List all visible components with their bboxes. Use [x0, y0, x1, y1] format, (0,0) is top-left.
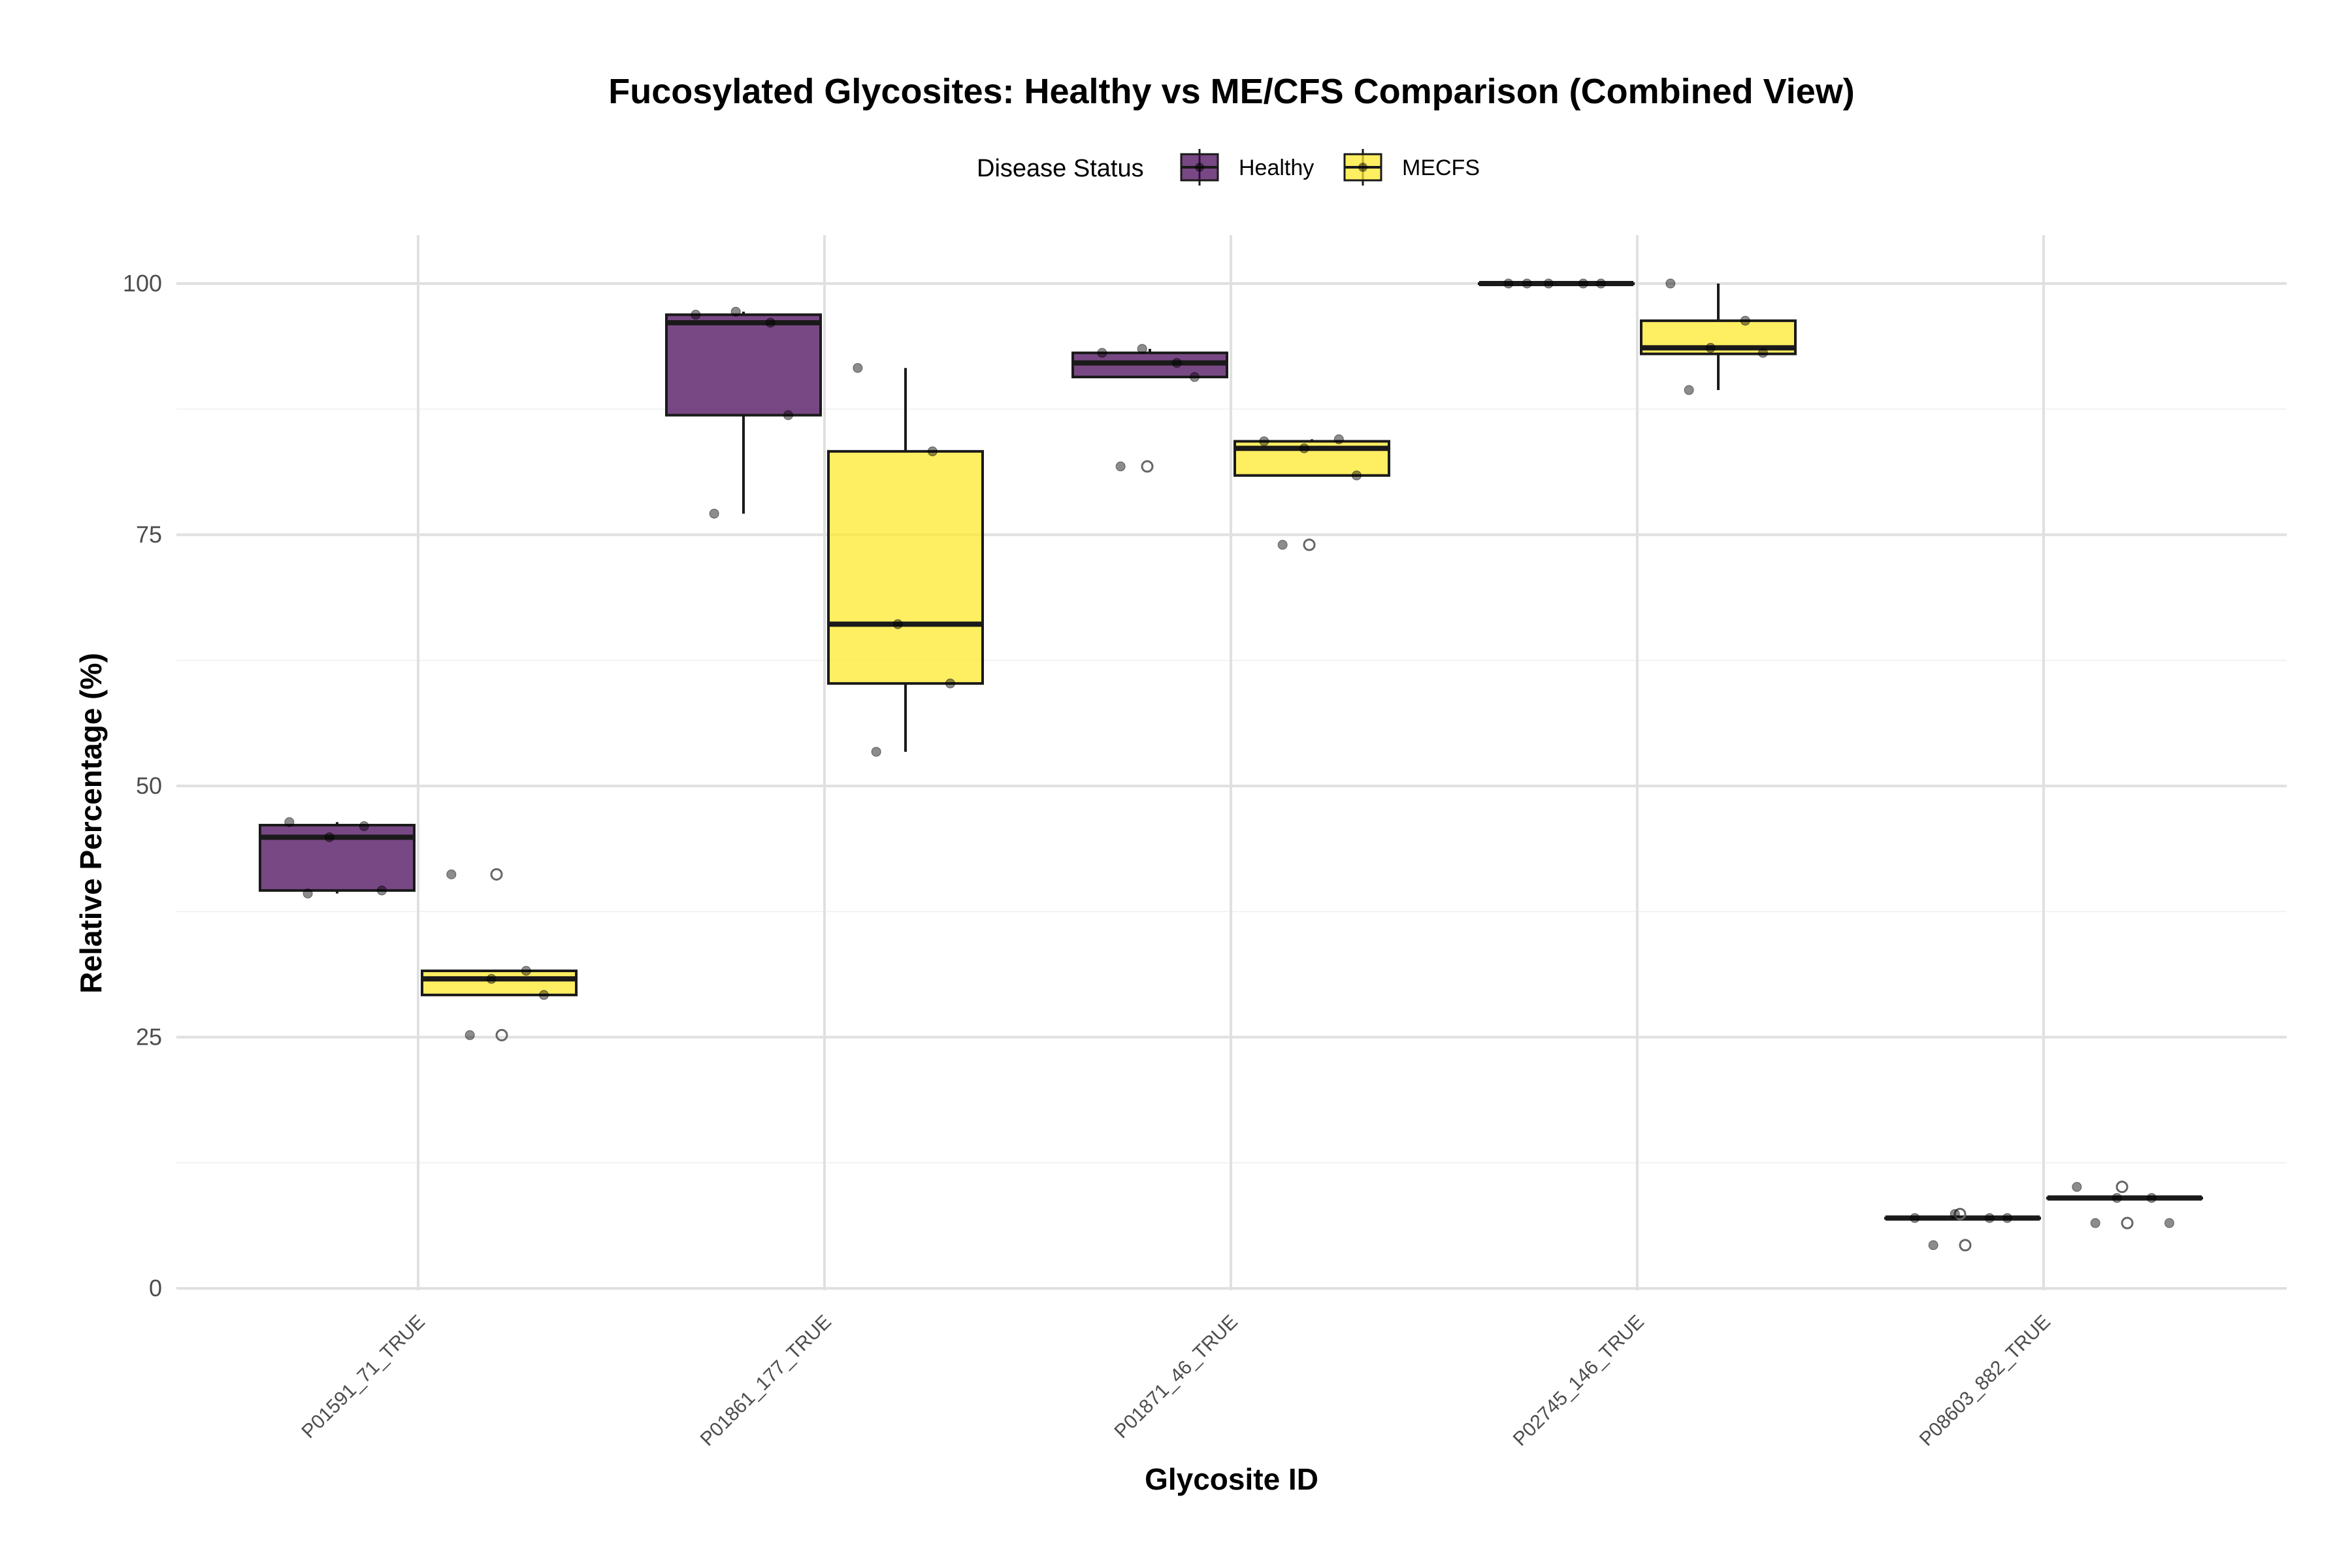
data-point — [1333, 434, 1344, 444]
y-tick-label: 100 — [123, 270, 162, 297]
data-point — [2146, 1193, 2157, 1203]
data-point — [284, 817, 295, 827]
outlier-point — [1959, 1239, 1972, 1252]
data-point — [1097, 348, 1107, 358]
box-healthy-2 — [665, 306, 822, 519]
data-point — [1543, 278, 1554, 289]
data-point — [1277, 540, 1288, 550]
legend-key-point — [1358, 163, 1367, 172]
data-point — [927, 446, 938, 457]
data-point — [521, 966, 531, 976]
data-point — [1259, 436, 1269, 446]
y-axis-ticks: 0 25 50 75 100 — [123, 270, 162, 1301]
data-point — [1740, 316, 1750, 326]
box-healthy-3 — [1071, 344, 1228, 473]
x-axis-title: Glycosite ID — [1145, 1462, 1318, 1496]
box-healthy-1 — [259, 817, 416, 899]
data-point — [2090, 1218, 2100, 1228]
legend-entry-healthy: Healthy — [1180, 149, 1314, 186]
data-point — [853, 363, 863, 373]
data-point — [1665, 278, 1676, 289]
x-tick-label: P01591_71_TRUE — [298, 1311, 429, 1443]
legend-key-point — [1195, 163, 1204, 172]
data-point — [1910, 1213, 1920, 1223]
x-tick-label: P02745_146_TRUE — [1509, 1311, 1648, 1450]
data-point — [302, 889, 313, 899]
data-point — [1522, 278, 1532, 289]
outlier-point — [490, 868, 503, 881]
box-mecfs-2 — [827, 363, 984, 757]
y-tick-label: 25 — [136, 1024, 162, 1051]
chart-title: Fucosylated Glycosites: Healthy vs ME/CF… — [608, 72, 1854, 111]
data-point — [1950, 1209, 1960, 1219]
y-axis-title: Relative Percentage (%) — [74, 653, 108, 994]
x-tick-label: P01861_177_TRUE — [696, 1311, 836, 1450]
data-point — [1189, 372, 1200, 382]
data-point — [1137, 344, 1147, 354]
data-point — [2164, 1218, 2174, 1228]
x-axis-ticks: P01591_71_TRUE P01861_177_TRUE P01871_46_T… — [298, 1311, 2055, 1450]
legend: Disease Status Healthy MECFS — [977, 149, 1480, 186]
data-point — [359, 821, 369, 832]
legend-label: Healthy — [1239, 155, 1314, 180]
data-point — [1595, 278, 1606, 289]
outlier-point — [2121, 1217, 2134, 1230]
data-point — [730, 306, 741, 317]
legend-title: Disease Status — [977, 155, 1144, 182]
y-tick-label: 50 — [136, 772, 162, 799]
data-point — [1351, 470, 1362, 481]
box-mecfs-4 — [1640, 278, 1797, 395]
outlier-point — [495, 1028, 508, 1041]
data-point — [2112, 1193, 2122, 1203]
data-point — [783, 410, 793, 420]
box-body — [421, 969, 578, 996]
data-point — [465, 1030, 475, 1040]
data-point — [765, 318, 776, 328]
data-point — [709, 508, 719, 519]
data-point — [2072, 1182, 2082, 1192]
legend-label: MECFS — [1402, 155, 1480, 180]
box-healthy-5 — [1884, 1207, 2041, 1252]
outlier-point — [2115, 1181, 2129, 1194]
data-point — [871, 747, 881, 757]
data-point — [538, 990, 549, 1000]
y-tick-label: 0 — [149, 1275, 162, 1301]
plot-area — [259, 278, 2203, 1252]
y-tick-label: 75 — [136, 521, 162, 548]
outlier-point — [1953, 1207, 1967, 1220]
box-body — [665, 313, 822, 417]
data-point — [1705, 342, 1716, 353]
data-point — [892, 619, 903, 629]
data-point — [2002, 1213, 2012, 1223]
data-point — [691, 310, 701, 320]
box-mecfs-3 — [1233, 434, 1390, 551]
data-point — [1503, 278, 1514, 289]
data-point — [446, 869, 457, 879]
box-healthy-4 — [1478, 278, 1635, 289]
data-point — [1984, 1213, 1995, 1223]
box-mecfs-1 — [421, 868, 578, 1041]
grid — [176, 235, 2287, 1290]
data-point — [1171, 358, 1182, 368]
outlier-point — [1141, 460, 1154, 473]
data-point — [1684, 385, 1694, 395]
data-point — [1928, 1240, 1938, 1250]
x-tick-label: P01871_46_TRUE — [1111, 1311, 1242, 1443]
data-point — [1578, 278, 1588, 289]
box-mecfs-5 — [2046, 1181, 2203, 1230]
data-point — [486, 973, 497, 984]
legend-entry-mecfs: MECFS — [1343, 149, 1480, 186]
data-point — [376, 885, 387, 896]
data-point — [1299, 443, 1309, 453]
box-body — [827, 449, 984, 685]
x-tick-label: P08603_882_TRUE — [1916, 1311, 2055, 1450]
data-point — [324, 832, 335, 842]
data-point — [945, 678, 955, 689]
outlier-point — [1303, 538, 1316, 551]
data-point — [1115, 461, 1126, 472]
data-point — [1757, 348, 1768, 358]
